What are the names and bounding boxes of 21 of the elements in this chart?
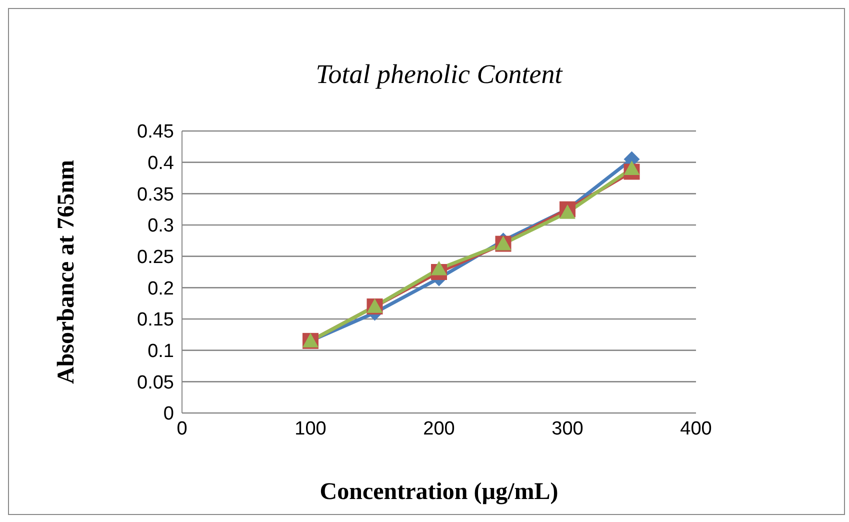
point [624, 160, 640, 175]
y-axis-title: Absorbance at 765nm [54, 160, 80, 384]
chart-title: Total phenolic Content [314, 59, 564, 90]
point [560, 204, 576, 219]
y-tick-label: 0.45 [137, 122, 174, 143]
x-tick-label: 300 [552, 418, 584, 440]
y-tick-label: 0 [163, 404, 174, 425]
y-tick-label: 0.2 [148, 278, 174, 300]
x-tick-label: 200 [423, 418, 455, 440]
y-tick-label: 0.35 [137, 184, 174, 206]
x-axis-title: Concentration (µg/mL) [318, 479, 560, 506]
point [431, 260, 447, 276]
x-tick-label: 100 [294, 418, 326, 440]
x-tick-label: 400 [680, 418, 712, 440]
y-tick-label: 0.25 [137, 247, 174, 268]
x-tick-label: 0 [176, 418, 188, 440]
y-tick-label: 0.15 [137, 310, 174, 331]
y-tick-label: 0.3 [148, 216, 174, 237]
y-tick-label: 0.05 [137, 372, 174, 394]
y-tick-label: 0.1 [148, 341, 174, 362]
y-tick-label: 0.4 [148, 153, 174, 174]
